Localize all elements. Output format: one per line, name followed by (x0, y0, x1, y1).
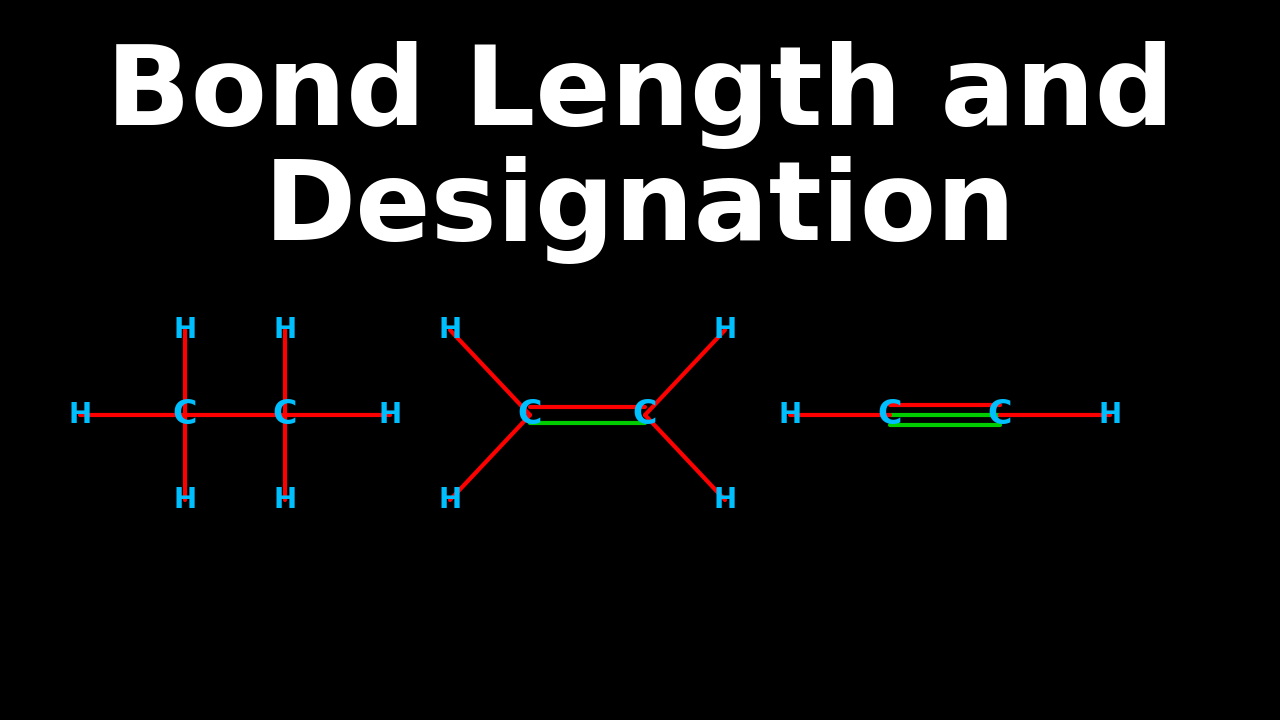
Text: C: C (878, 398, 902, 431)
Text: H: H (1098, 401, 1121, 429)
Text: C: C (173, 398, 197, 431)
Text: H: H (439, 486, 462, 514)
Text: H: H (439, 316, 462, 344)
Text: C: C (273, 398, 297, 431)
Text: H: H (274, 486, 297, 514)
Text: H: H (173, 316, 197, 344)
Text: C: C (517, 398, 543, 431)
Text: Bond Length and: Bond Length and (106, 41, 1174, 149)
Text: C: C (632, 398, 657, 431)
Text: H: H (68, 401, 92, 429)
Text: H: H (173, 486, 197, 514)
Text: H: H (379, 401, 402, 429)
Text: H: H (778, 401, 801, 429)
Text: H: H (713, 316, 736, 344)
Text: Designation: Designation (264, 156, 1016, 264)
Text: C: C (988, 398, 1012, 431)
Text: H: H (274, 316, 297, 344)
Text: H: H (713, 486, 736, 514)
